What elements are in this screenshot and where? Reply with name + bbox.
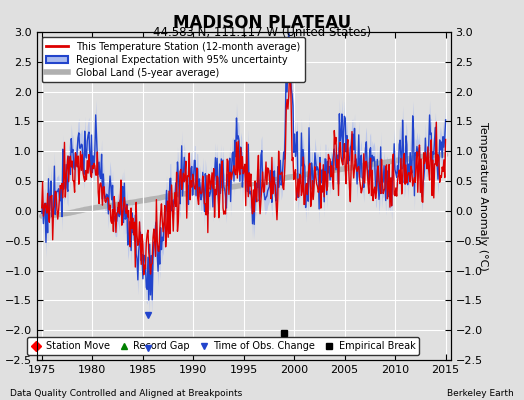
Legend: Station Move, Record Gap, Time of Obs. Change, Empirical Break: Station Move, Record Gap, Time of Obs. C… [27,337,419,355]
Y-axis label: Temperature Anomaly (°C): Temperature Anomaly (°C) [478,122,488,270]
Text: MADISON PLATEAU: MADISON PLATEAU [173,14,351,32]
Text: Berkeley Earth: Berkeley Earth [447,389,514,398]
Text: Data Quality Controlled and Aligned at Breakpoints: Data Quality Controlled and Aligned at B… [10,389,243,398]
Text: 44.583 N, 111.117 W (United States): 44.583 N, 111.117 W (United States) [153,26,371,39]
